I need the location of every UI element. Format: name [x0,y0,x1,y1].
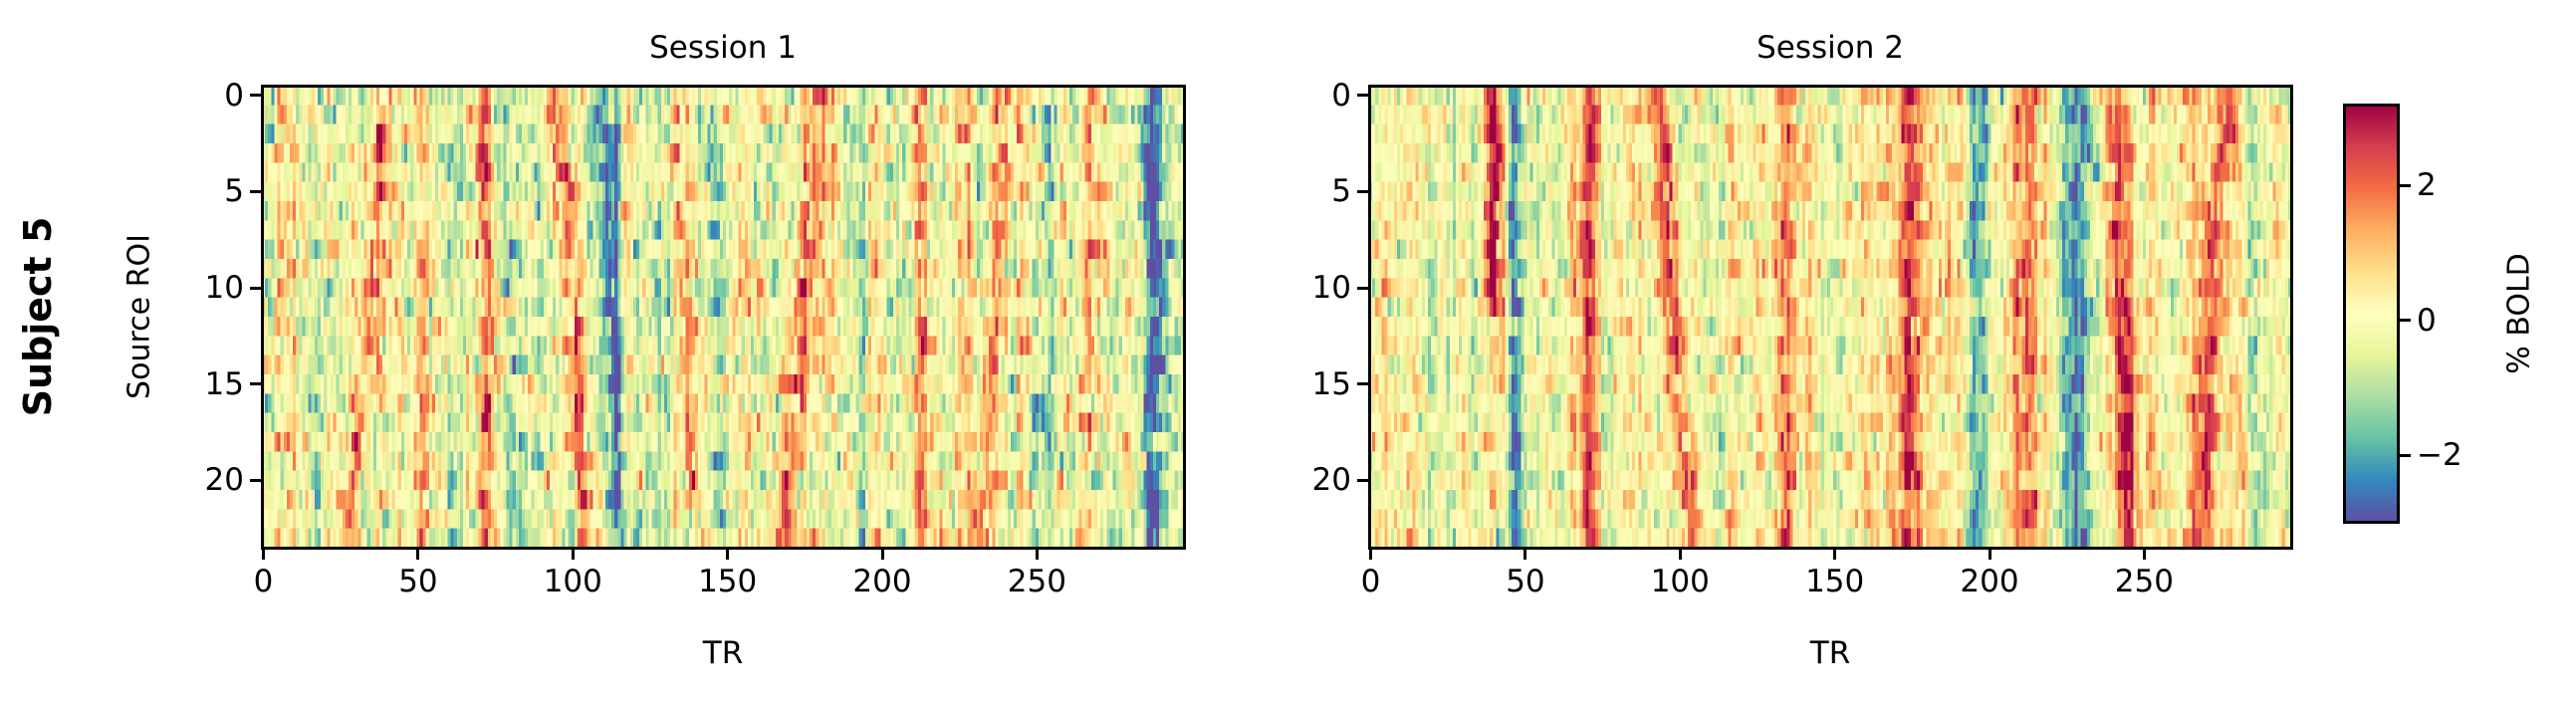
x-tick [2142,548,2146,560]
y-tick [1357,286,1369,290]
x-tick [571,548,575,560]
colorbar-tick [2399,183,2411,187]
colorbar-tick-label: 0 [2417,302,2437,339]
colorbar-gradient [2344,105,2399,523]
y-tick [250,478,262,482]
panel-title-session-1: Session 1 [649,30,797,66]
x-tick-label: 0 [1360,564,1381,599]
y-axis-label-text: Source ROI [121,234,157,399]
x-tick [726,548,730,560]
heatmap-session-1 [262,86,1184,548]
y-tick [250,189,262,193]
colorbar-frame [2343,104,2400,524]
y-tick [250,382,262,386]
x-tick [1523,548,1527,560]
y-tick [250,286,262,290]
y-tick [250,94,262,98]
y-tick [1357,478,1369,482]
x-tick-label: 200 [1960,564,2019,599]
x-tick [880,548,884,560]
colorbar-label-text: % BOLD [2501,253,2537,374]
colorbar-tick-label: 2 [2417,167,2437,204]
x-tick-label: 200 [852,564,912,599]
y-tick-label: 5 [224,173,244,210]
x-tick [262,548,266,560]
y-tick [1357,94,1369,98]
y-tick-label: 10 [204,270,244,306]
x-tick [1678,548,1682,560]
y-tick-label: 0 [1331,77,1351,114]
colorbar-tick-label: −2 [2417,437,2462,474]
x-tick-label: 100 [543,564,602,599]
y-tick-label: 20 [1311,462,1351,499]
x-tick [1035,548,1039,560]
x-tick-label: 150 [698,564,758,599]
y-tick-label: 0 [224,77,244,114]
x-axis-label-session-2: TR [1809,635,1851,671]
x-axis-label-session-1: TR [702,635,744,671]
axes-frame-session-2 [1368,85,2293,550]
x-tick-label: 250 [1007,564,1066,599]
y-tick [1357,189,1369,193]
y-tick-label: 20 [204,462,244,499]
x-tick-label: 150 [1805,564,1865,599]
x-tick-label: 0 [253,564,274,599]
y-tick [1357,382,1369,386]
x-tick [1369,548,1373,560]
x-tick-label: 50 [1506,564,1545,599]
x-tick [416,548,420,560]
y-tick-label: 15 [204,365,244,402]
x-tick-label: 250 [2114,564,2174,599]
colorbar-tick [2399,453,2411,457]
heatmap-session-2 [1369,86,2291,548]
x-tick-label: 100 [1650,564,1710,599]
y-tick-label: 10 [1311,270,1351,306]
x-tick [1833,548,1837,560]
x-tick [1988,548,1991,560]
axes-frame-session-1 [261,85,1186,550]
colorbar-tick [2399,319,2411,323]
y-tick-label: 5 [1331,173,1351,210]
row-label-text: Subject 5 [16,216,60,417]
panel-title-session-2: Session 2 [1756,30,1904,66]
y-tick-label: 15 [1311,365,1351,402]
x-tick-label: 50 [398,564,438,599]
